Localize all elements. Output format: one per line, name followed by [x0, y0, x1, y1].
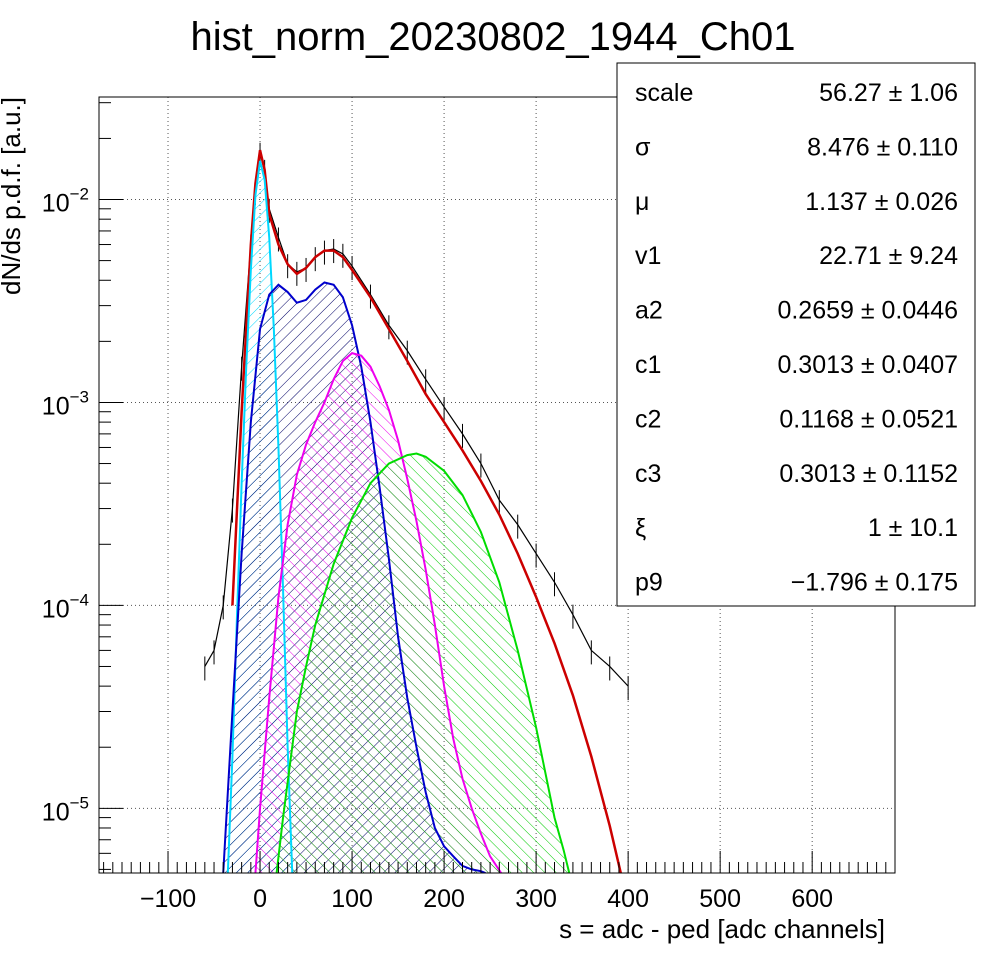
stat-name: c1	[635, 351, 661, 379]
stat-value: 0.1168 ± 0.0521	[779, 405, 958, 433]
stat-value: 8.476 ± 0.110	[807, 133, 958, 161]
y-tick-label: 10−2	[42, 185, 89, 218]
stat-name: μ	[635, 188, 649, 216]
stat-value: 22.71 ± 9.24	[819, 242, 958, 270]
y-tick-label: 10−3	[42, 387, 89, 420]
x-tick-label: 100	[331, 885, 373, 913]
stat-name: p9	[635, 569, 663, 597]
stat-value: 0.3013 ± 0.1152	[779, 460, 958, 488]
x-tick-label: 200	[423, 885, 465, 913]
component-fills	[223, 160, 570, 873]
x-axis-label: s = adc - ped [adc channels]	[559, 914, 885, 944]
y-axis: 10−2 10−3 10−4 10−5	[42, 102, 123, 870]
series-line-2	[226, 160, 294, 873]
stat-name: v1	[635, 242, 661, 270]
x-axis: −100 0 100 200 300 400 500 600	[103, 851, 896, 913]
x-tick-label: −100	[140, 885, 196, 913]
y-axis-label: dN/ds p.d.f. [a.u.]	[0, 97, 26, 295]
x-tick-label: 300	[515, 885, 557, 913]
stat-value: 1 ± 10.1	[868, 514, 958, 542]
fit-statistics-box: scale 56.27 ± 1.06 σ 8.476 ± 0.110 μ 1.137 ± …	[616, 62, 976, 607]
x-tick-label: 0	[253, 885, 267, 913]
stat-value: 0.3013 ± 0.0407	[777, 351, 958, 379]
x-tick-label: 400	[607, 885, 649, 913]
stat-value: 0.2659 ± 0.0446	[777, 297, 958, 325]
stat-value: 1.137 ± 0.026	[805, 188, 958, 216]
stat-name: ξ	[635, 514, 646, 542]
series-line-3	[222, 281, 486, 873]
y-tick-label: 10−4	[42, 590, 89, 623]
stat-name: scale	[635, 79, 693, 107]
stat-value: 56.27 ± 1.06	[819, 79, 958, 107]
chart-title: hist_norm_20230802_1944_Ch01	[191, 15, 796, 59]
x-tick-label: 500	[699, 885, 741, 913]
stats-box-frame	[616, 62, 976, 607]
x-tick-label: 600	[791, 885, 833, 913]
stat-name: a2	[635, 297, 663, 325]
stat-name: σ	[635, 133, 651, 161]
stat-value: −1.796 ± 0.175	[791, 569, 958, 597]
stat-name: c3	[635, 460, 661, 488]
y-tick-label: 10−5	[42, 793, 89, 826]
series-lines	[204, 142, 629, 873]
series-line-1	[231, 149, 622, 873]
series-line-4	[254, 352, 502, 873]
stat-name: c2	[635, 405, 661, 433]
component-fill-5	[276, 453, 570, 873]
series-line-5	[275, 452, 571, 873]
